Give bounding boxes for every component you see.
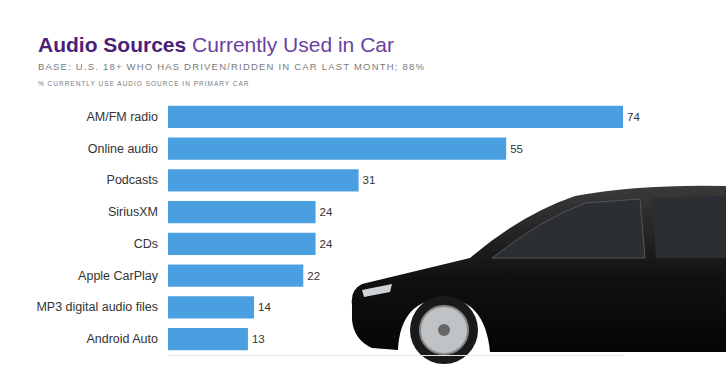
y-tick: MP3 digital audio files: [36, 300, 158, 314]
data-label: 31: [363, 174, 376, 186]
car-hub: [438, 324, 450, 336]
bar: [168, 106, 623, 128]
chart: Audio Sources Currently Used in Car BASE:…: [0, 0, 726, 367]
y-tick: Apple CarPlay: [78, 269, 159, 283]
y-tick-label: MP3 digital audio files: [36, 300, 158, 314]
data-label: 24: [320, 238, 333, 250]
y-tick-label: CDs: [134, 237, 158, 251]
bar: [168, 296, 254, 318]
data-labels: 74 55 31 24 24 22 14 13: [252, 111, 640, 345]
y-tick-label: Online audio: [88, 142, 158, 156]
car-body: [352, 186, 726, 352]
y-tick-label: Apple CarPlay: [78, 269, 159, 283]
y-tick: Android Auto: [86, 332, 158, 346]
subtitle: BASE: U.S. 18+ WHO HAS DRIVEN/RIDDEN IN …: [38, 61, 425, 72]
y-tick-label: AM/FM radio: [86, 110, 158, 124]
car-tire: [410, 296, 478, 364]
y-tick-label: Podcasts: [107, 173, 158, 187]
bar: [168, 328, 248, 350]
car-window: [492, 199, 645, 258]
bar: [168, 233, 316, 255]
y-axis: AM/FM radio Online audio Podcasts SiriusXM C…: [36, 110, 158, 346]
y-tick: Online audio: [88, 142, 158, 156]
car-window: [652, 196, 726, 258]
title: Audio Sources Currently Used in Car: [38, 33, 394, 56]
bar: [168, 201, 316, 223]
y-tick-label: SiriusXM: [108, 205, 158, 219]
car-headlight: [362, 284, 392, 297]
data-label: 14: [258, 301, 271, 313]
y-tick: Podcasts: [107, 173, 158, 187]
data-label: 24: [320, 206, 333, 218]
data-label: 74: [627, 111, 640, 123]
y-tick: SiriusXM: [108, 205, 158, 219]
y-tick-label: Android Auto: [86, 332, 158, 346]
data-label: 13: [252, 333, 265, 345]
bar: [168, 265, 303, 287]
car-illustration: [352, 186, 726, 364]
data-label: 55: [510, 143, 523, 155]
car-rim: [420, 306, 468, 354]
x-axis: [169, 355, 624, 356]
y-tick: AM/FM radio: [86, 110, 158, 124]
data-label: 22: [307, 270, 320, 282]
annotation: % CURRENTLY USE AUDIO SOURCE IN PRIMARY …: [38, 80, 250, 87]
bar: [168, 169, 359, 191]
x-axis-line: [169, 355, 624, 356]
bar: [168, 138, 506, 160]
y-tick: CDs: [134, 237, 158, 251]
bars: [168, 106, 623, 350]
